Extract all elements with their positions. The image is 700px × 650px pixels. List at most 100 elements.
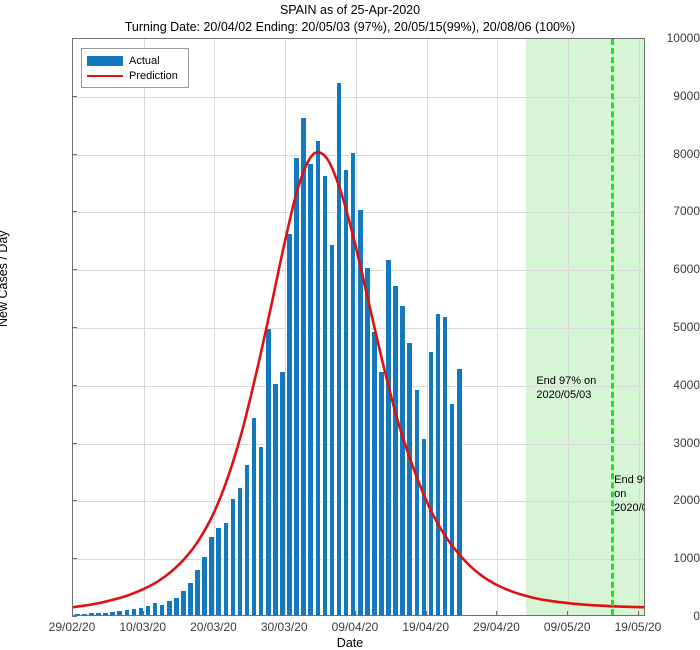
legend-label-actual: Actual: [129, 54, 160, 67]
bar: [342, 169, 349, 615]
x-axis-label: Date: [336, 636, 364, 650]
end-97-annotation: End 97% on 2020/05/03: [536, 375, 597, 402]
x-tick-label: 29/02/20: [48, 620, 96, 634]
bar: [314, 141, 321, 615]
y-axis-label: New Cases / Day: [0, 230, 10, 327]
chart-title: SPAIN as of 25-Apr-2020: [279, 3, 421, 17]
bar: [420, 438, 427, 615]
bar: [265, 328, 271, 615]
gridline-vertical: [426, 39, 428, 615]
bar: [194, 569, 200, 615]
prediction-curve: [73, 150, 644, 609]
y-tick-mark: [72, 269, 77, 271]
x-tick-mark: [72, 611, 73, 616]
gridline-vertical: [568, 39, 570, 615]
y-tick-mark: [72, 327, 77, 328]
bar: [173, 597, 179, 615]
bar: [399, 305, 405, 615]
bar: [243, 464, 250, 615]
y-tick-mark: [72, 211, 77, 213]
bar: [321, 175, 328, 615]
bar: [293, 158, 299, 615]
x-tick-mark: [425, 611, 427, 616]
bar: [378, 372, 384, 615]
bar: [208, 536, 214, 615]
actual-bars-layer: [73, 39, 644, 615]
y-tick-mark: [72, 616, 77, 617]
gridline-vertical: [355, 39, 357, 615]
chart-legend: Actual Prediction: [81, 48, 189, 88]
bar: [123, 609, 130, 615]
bar: [95, 612, 101, 615]
bar: [413, 389, 420, 615]
bar: [272, 383, 278, 615]
bar: [441, 317, 448, 615]
x-tick-mark: [284, 611, 286, 616]
plot-area: End 97% on 2020/05/03 End 99% on 2020/05/…: [72, 38, 645, 616]
y-tick-label: 10000: [666, 31, 700, 45]
y-tick-label: 6000: [673, 262, 700, 277]
chart-subtitle: Turning Date: 20/04/02 Ending: 20/05/03 …: [124, 20, 576, 34]
shaded-region-layer: [73, 39, 644, 615]
x-tick-mark: [354, 611, 356, 616]
gridline-vertical: [214, 39, 216, 615]
bar: [102, 612, 108, 615]
prediction-curve-layer: [73, 150, 644, 609]
y-tick-mark: [72, 500, 77, 502]
bar: [144, 605, 151, 615]
bar: [88, 613, 94, 615]
bar: [180, 590, 186, 615]
bar: [81, 613, 87, 615]
y-tick-label: 5000: [673, 320, 700, 334]
bar: [279, 372, 285, 615]
gridline-vertical: [143, 39, 145, 615]
bar: [448, 404, 455, 615]
bar: [222, 522, 229, 615]
x-tick-mark: [567, 611, 569, 616]
bar: [406, 343, 413, 615]
bar: [434, 314, 441, 615]
y-tick-label: 0: [693, 609, 700, 623]
chart-title-block: SPAIN as of 25-Apr-2020 Turning Date: 20…: [0, 2, 700, 36]
x-tick-mark: [142, 611, 144, 616]
bar: [356, 210, 363, 615]
bar: [74, 613, 80, 615]
bar: [137, 607, 144, 615]
bar: [257, 447, 264, 615]
x-tick-label: 20/03/20: [190, 620, 237, 634]
y-tick-label: 8000: [673, 146, 700, 161]
bar: [201, 557, 207, 615]
bar: [151, 603, 158, 615]
end-99-line: [610, 39, 614, 615]
bar: [187, 582, 193, 615]
x-tick-mark: [637, 611, 639, 616]
bar: [392, 285, 398, 615]
y-tick-label: 1000: [673, 551, 700, 566]
x-tick-label: 09/04/20: [331, 620, 379, 634]
bar: [307, 164, 313, 615]
y-tick-label: 9000: [673, 88, 700, 103]
y-tick-mark: [72, 384, 77, 386]
bar: [165, 601, 172, 615]
bar: [286, 233, 292, 615]
x-tick-label: 09/05/20: [543, 620, 591, 634]
legend-bar-swatch-icon: [87, 55, 123, 66]
legend-item-actual: Actual: [87, 53, 183, 68]
bar: [130, 608, 137, 615]
y-tick-mark: [72, 95, 77, 97]
x-tick-label: 29/04/20: [473, 620, 520, 634]
y-tick-mark: [72, 442, 77, 444]
bar: [364, 268, 370, 615]
y-tick-label: 7000: [673, 204, 700, 219]
bar: [158, 604, 165, 615]
y-tick-label: 2000: [673, 493, 700, 508]
gridline-horizontal: [73, 96, 644, 98]
bar: [215, 528, 222, 615]
vertical-line-layer: [73, 39, 644, 615]
x-tick-label: 30/03/20: [260, 620, 308, 634]
shaded-region-end-window: [525, 39, 644, 615]
bar: [371, 331, 377, 615]
bar: [109, 611, 115, 615]
x-tick-label: 19/04/20: [402, 620, 450, 634]
